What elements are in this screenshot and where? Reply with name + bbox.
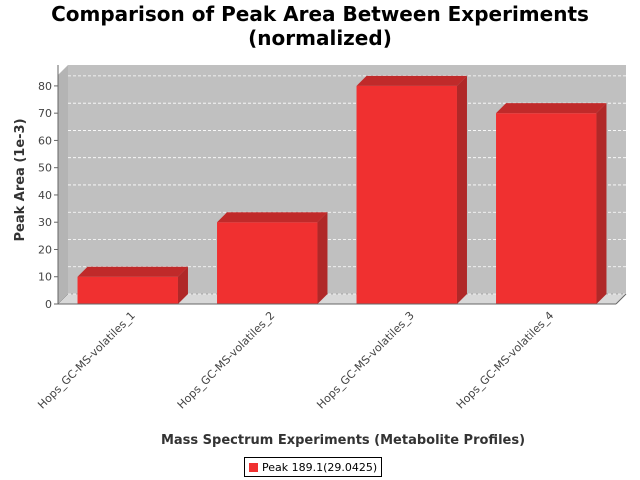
y-tick-label: 60 [38, 134, 52, 147]
axes [57, 65, 627, 305]
y-tick-label: 50 [38, 162, 52, 175]
x-tick-label: Hops_GC-MS-volatiles_1 [35, 309, 138, 412]
legend: Peak 189.1(29.0425) [244, 457, 383, 477]
bar-top [77, 266, 188, 277]
y-tick-label: 70 [38, 107, 52, 120]
y-tick-label: 0 [45, 298, 52, 311]
x-tick-label: Hops_GC-MS-volatiles_3 [314, 309, 417, 412]
legend-label: Peak 189.1(29.0425) [262, 460, 378, 474]
bar-side [317, 212, 328, 304]
x-tick-label: Hops_GC-MS-volatiles_4 [454, 309, 557, 412]
bar-front [77, 276, 178, 304]
y-tick-label: 80 [38, 80, 52, 93]
bar-side [596, 103, 607, 305]
bar-front [496, 113, 597, 305]
y-tick-labels: 0 10 20 30 40 50 60 70 80 [38, 80, 58, 311]
y-axis-label: Peak Area (1e-3) [13, 118, 28, 241]
bar-front [217, 222, 318, 304]
bar-top [217, 212, 328, 223]
chart-title: Comparison of Peak Area Between Experime… [0, 2, 640, 50]
y-tick-label: 10 [38, 271, 52, 284]
chart-title-line-1: Comparison of Peak Area Between Experime… [51, 2, 589, 26]
x-tick-label: Hops_GC-MS-volatiles_2 [175, 309, 278, 412]
bar-top [496, 103, 607, 114]
y-tick-label: 40 [38, 189, 52, 202]
plot-background [57, 65, 627, 305]
y-tick-label: 20 [38, 243, 52, 256]
bar-top [356, 75, 467, 86]
chart-title-line-2: (normalized) [248, 26, 392, 50]
legend-swatch [249, 462, 258, 472]
bar-2 [217, 212, 328, 304]
plot-left-wall [58, 65, 68, 304]
bars [77, 75, 607, 305]
x-axis-depth-line [615, 293, 627, 305]
bar-1 [77, 266, 188, 304]
bar-4 [496, 103, 607, 305]
bar-side [177, 266, 188, 304]
bar-side [456, 75, 467, 305]
bar-3 [356, 75, 467, 305]
plot-back-wall [68, 65, 626, 294]
y-tick-label: 30 [38, 216, 52, 229]
x-tick-labels: Hops_GC-MS-volatiles_1 Hops_GC-MS-volatil… [35, 309, 556, 412]
bar-front [356, 85, 457, 305]
x-axis-label: Mass Spectrum Experiments (Metabolite Pr… [161, 433, 525, 448]
